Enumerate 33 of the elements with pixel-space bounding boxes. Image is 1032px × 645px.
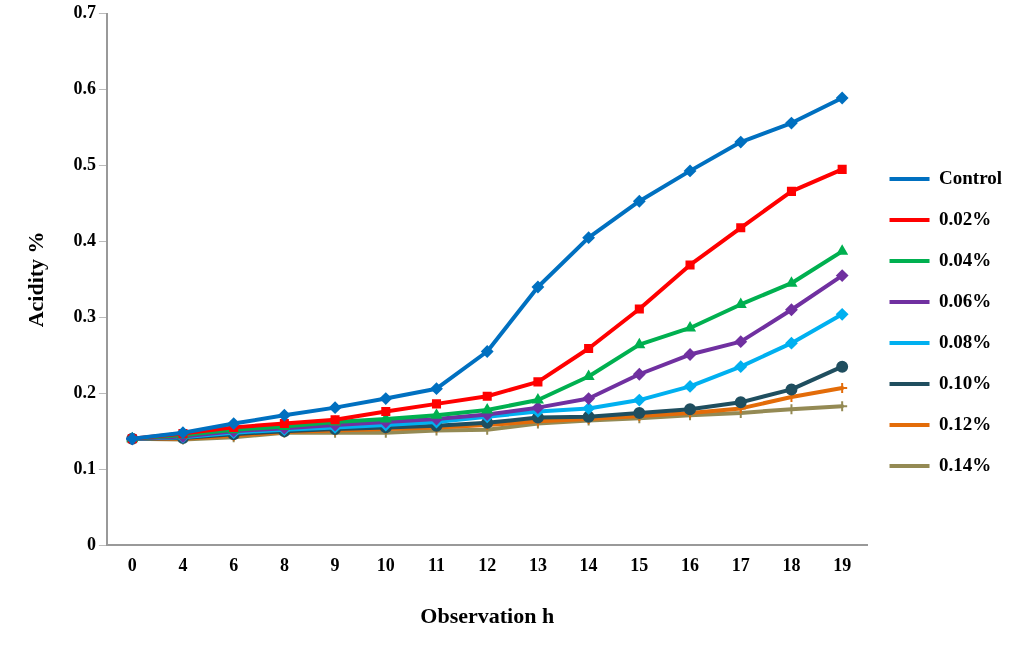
- x-tick-label: 9: [330, 555, 340, 576]
- y-tick-label: 0.4: [73, 230, 96, 251]
- x-tick-label: 12: [478, 555, 497, 576]
- x-tick-label: 15: [630, 555, 649, 576]
- x-tick-label: 10: [376, 555, 395, 576]
- y-tick-label: 0.1: [73, 457, 96, 478]
- y-tick-label: 0.7: [73, 2, 96, 23]
- x-tick-label: 19: [833, 555, 852, 576]
- x-axis-title: Observation h: [420, 603, 555, 629]
- legend-label: 0.10%: [939, 371, 992, 393]
- legend-label: 0.08%: [939, 330, 992, 352]
- legend-label: 0.04%: [939, 248, 992, 270]
- x-tick-label: 17: [731, 555, 750, 576]
- x-tick-label: 18: [782, 555, 801, 576]
- y-tick-label: 0.5: [73, 154, 96, 175]
- legend-label: 0.12%: [939, 412, 992, 434]
- x-tick-label: 6: [229, 555, 239, 576]
- y-tick-label: 0.3: [73, 306, 96, 326]
- legend-label: 0.06%: [939, 289, 992, 311]
- x-tick-label: 4: [178, 555, 188, 576]
- x-tick-label: 0: [127, 555, 137, 576]
- x-tick-label: 16: [681, 555, 700, 576]
- x-tick-label: 11: [427, 555, 446, 576]
- legend-label: 0.14%: [939, 453, 992, 475]
- legend-label: 0.02%: [939, 207, 992, 229]
- y-axis-title: Acidity %: [22, 231, 48, 328]
- x-tick-label: 14: [579, 555, 598, 576]
- x-tick-label: 13: [528, 555, 547, 576]
- y-tick-label: 0.2: [73, 381, 96, 402]
- x-tick-label: 8: [279, 555, 289, 576]
- y-tick-label: 0.6: [73, 78, 96, 99]
- y-tick-label: 0: [86, 533, 96, 554]
- legend-label: Control: [939, 166, 1002, 188]
